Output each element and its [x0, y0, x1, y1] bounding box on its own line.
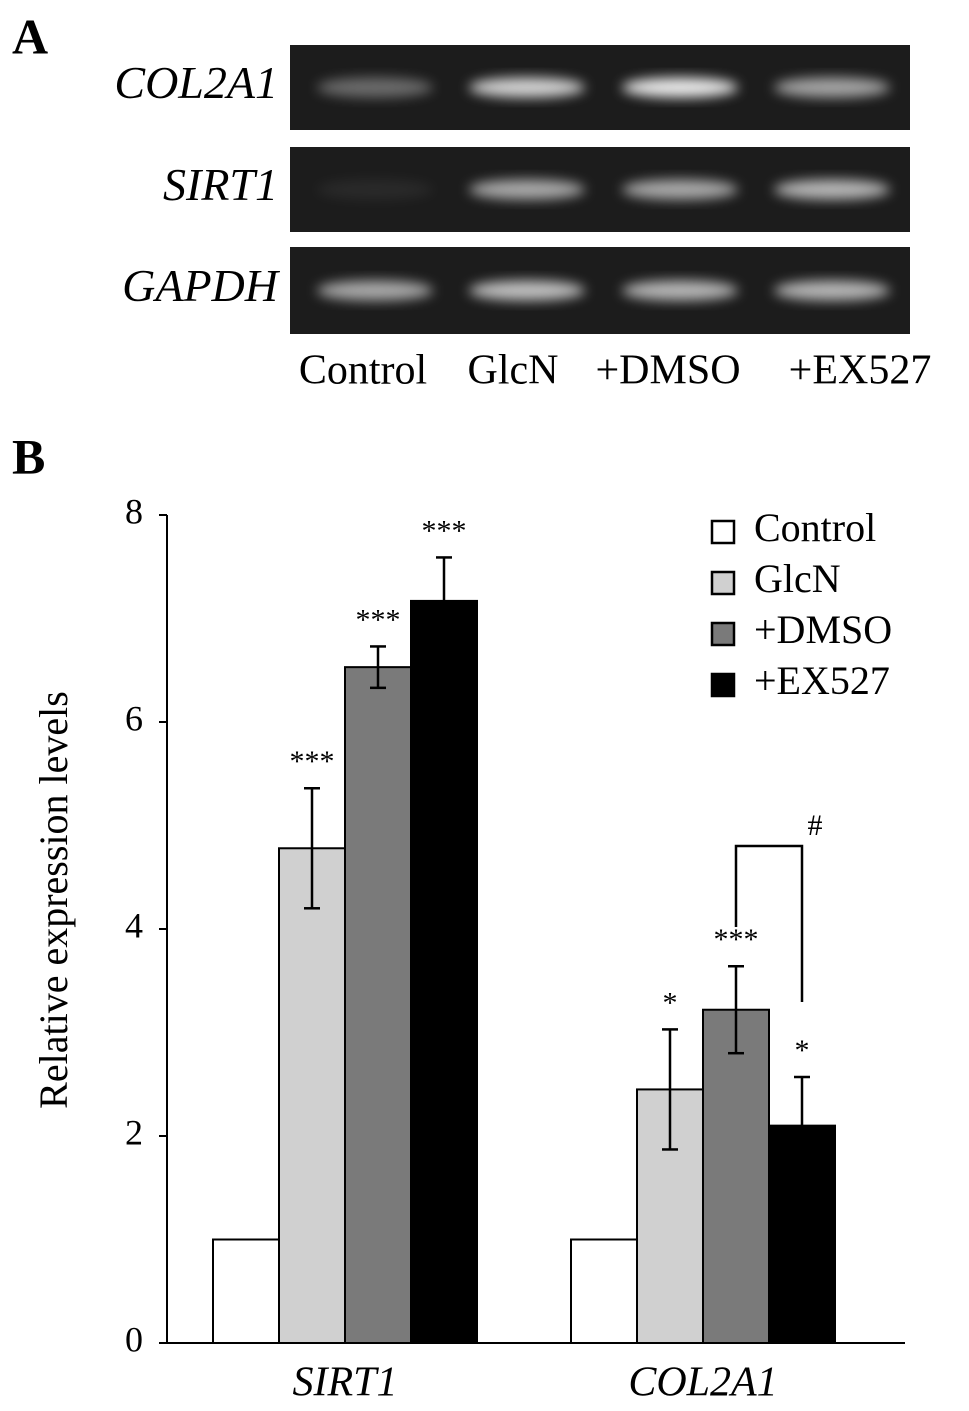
gel-band	[469, 179, 585, 200]
legend-swatch	[710, 621, 736, 647]
bracket	[734, 844, 804, 1003]
x-tick-label: SIRT1	[293, 1360, 398, 1406]
significance-label: ***	[290, 745, 335, 778]
bar	[344, 666, 412, 1344]
panel-label: A	[12, 8, 48, 64]
y-tick-label: 6	[125, 698, 143, 738]
y-axis-label: Relative expression levels	[31, 691, 76, 1109]
gel-band	[469, 77, 585, 98]
y-tick-label: 2	[125, 1112, 143, 1152]
gel-band	[317, 280, 433, 301]
gene-label: SIRT1	[163, 159, 278, 210]
gel-band	[622, 77, 738, 98]
gel-band	[774, 280, 890, 301]
gel-band	[317, 77, 433, 98]
legend-label: Control	[754, 505, 876, 550]
significance-label: *	[795, 1034, 810, 1067]
gel-band	[622, 280, 738, 301]
y-tick-label: 0	[125, 1319, 143, 1359]
gene-label: COL2A1	[114, 57, 278, 108]
bar	[570, 1238, 638, 1344]
significance-label: ***	[422, 514, 467, 547]
gene-label: GAPDH	[122, 260, 281, 311]
gel-band	[469, 280, 585, 301]
y-tick-label: 4	[125, 905, 143, 945]
legend-label: +EX527	[754, 658, 890, 703]
lane-label: +DMSO	[595, 348, 740, 394]
gel-band	[774, 179, 890, 200]
bar	[278, 847, 346, 1345]
legend-label: GlcN	[754, 556, 841, 601]
gel-band	[774, 77, 890, 98]
significance-label: ***	[356, 603, 401, 636]
lane-label: Control	[299, 348, 427, 394]
legend-swatch	[710, 672, 736, 698]
bar	[212, 1238, 280, 1344]
lane-label: +EX527	[789, 348, 932, 394]
gel-band	[622, 179, 738, 200]
panel-label: B	[12, 428, 45, 484]
gel-band	[317, 179, 433, 200]
significance-label: ***	[714, 923, 759, 956]
bracket-label: #	[808, 809, 823, 842]
bar	[410, 599, 478, 1344]
legend-swatch	[710, 570, 736, 596]
significance-label: *	[663, 986, 678, 1019]
legend-label: +DMSO	[754, 607, 892, 652]
lane-label: GlcN	[468, 348, 559, 394]
x-tick-label: COL2A1	[628, 1360, 777, 1406]
legend-swatch	[710, 519, 736, 545]
y-tick-label: 8	[125, 491, 143, 531]
bar	[702, 1008, 770, 1344]
